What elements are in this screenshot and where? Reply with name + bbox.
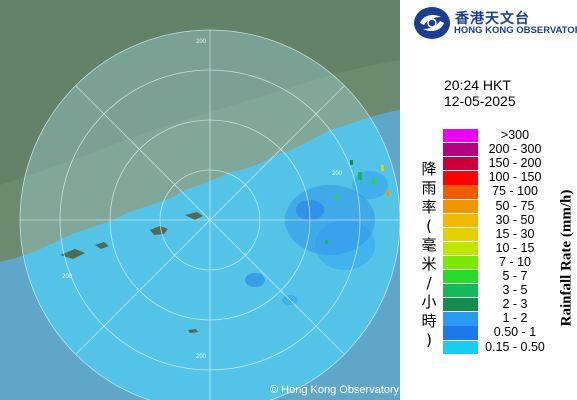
legend-label: 1 - 2 (502, 311, 528, 326)
svg-text:200: 200 (196, 39, 207, 45)
legend-swatch (443, 227, 478, 241)
legend-title-zh-char: 小 (421, 293, 437, 311)
svg-text:200: 200 (62, 274, 73, 280)
legend-swatch (443, 157, 478, 171)
legend-title-zh-char: 率 (421, 198, 437, 216)
logo-name-zh: 香港天文台 (455, 11, 530, 27)
rain-echoes (245, 125, 389, 305)
legend-panel (400, 0, 577, 400)
legend-label: 7 - 10 (499, 254, 531, 269)
legend-title-zh-char: ) (426, 331, 432, 349)
legend-title-zh-char: 毫 (421, 236, 437, 254)
legend-title-zh-char: 米 (421, 255, 437, 273)
legend-title-zh-char: ( (426, 217, 432, 235)
legend-title-en: Rainfall Rate (mm/h) (558, 189, 575, 327)
legend-label: 30 - 50 (495, 212, 535, 227)
legend-label: 5 - 7 (502, 269, 528, 283)
logo-name-en: HONG KONG OBSERVATORY (454, 25, 577, 36)
legend-label: 150 - 200 (488, 156, 542, 171)
legend-label: 75 - 100 (492, 184, 538, 199)
islands (60, 212, 203, 333)
svg-text:200: 200 (196, 354, 207, 360)
legend-title-zh-char: 雨 (421, 179, 437, 197)
legend-swatch (443, 340, 478, 354)
timestamp-time: 20:24 HKT (444, 77, 511, 93)
legend-title-zh-char: / (426, 274, 432, 292)
legend-swatch (443, 171, 478, 185)
range-ring-labels: 200 200 200 200 (62, 39, 343, 360)
legend-swatch (443, 143, 478, 157)
legend-label: 200 - 300 (488, 142, 542, 157)
legend-label: 15 - 30 (495, 226, 535, 241)
radar-map[interactable]: 200 200 200 200 (0, 0, 400, 400)
legend-swatch (443, 312, 478, 326)
copyright-text: © Hong Kong Observatory (270, 384, 400, 396)
legend-label: 10 - 15 (495, 240, 535, 255)
legend-swatch (443, 185, 478, 199)
legend-title-zh-char: 時 (421, 312, 437, 330)
legend-swatch (443, 270, 478, 284)
legend-swatch (443, 298, 478, 312)
svg-text:200: 200 (332, 171, 343, 177)
legend-label: 50 - 75 (495, 198, 535, 213)
legend-swatch (443, 284, 478, 298)
legend-swatch (443, 255, 478, 270)
legend-swatch (443, 213, 478, 227)
legend-swatch (443, 199, 478, 213)
legend-label: 0.50 - 1 (493, 325, 537, 340)
hko-logo-icon (414, 7, 450, 39)
legend-swatch (443, 241, 478, 256)
legend-swatch (443, 326, 478, 340)
legend-label: 3 - 5 (502, 283, 528, 298)
legend-label: 0.15 - 0.50 (485, 339, 545, 354)
legend-swatch (443, 129, 478, 143)
legend-title-zh-char: 降 (421, 160, 437, 178)
timestamp-date: 12-05-2025 (444, 93, 516, 109)
legend-label: 100 - 150 (488, 170, 542, 185)
legend-label: >300 (500, 128, 530, 142)
legend-label: 2 - 3 (502, 297, 528, 312)
range-rings (19, 29, 400, 400)
legend-title-zh: 降雨率(毫米 / 小時) (418, 160, 440, 350)
